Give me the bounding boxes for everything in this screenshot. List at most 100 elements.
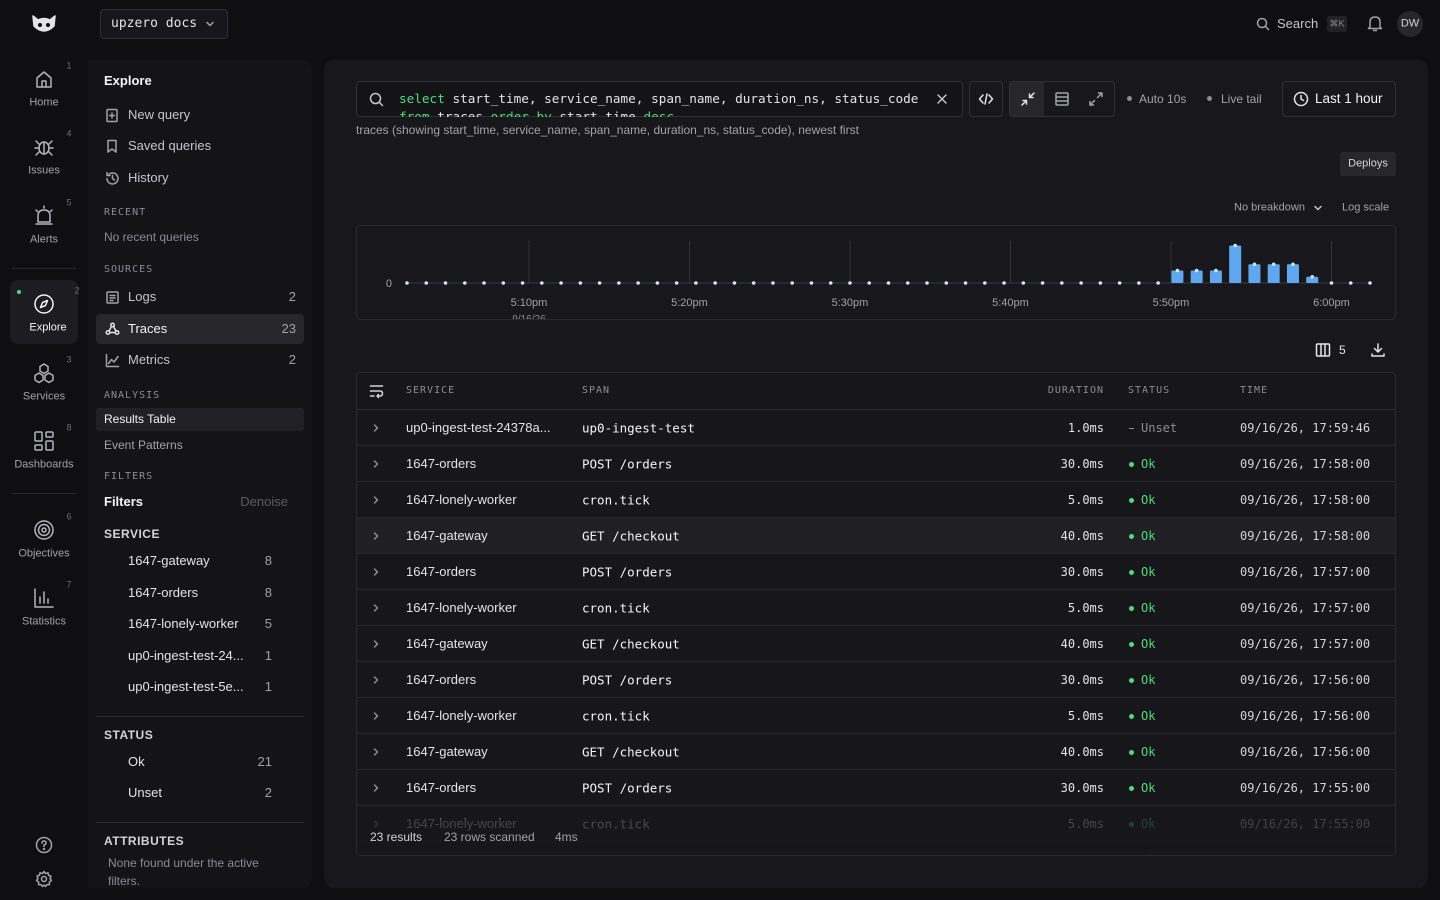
chevron: [205, 19, 215, 29]
span-cell: POST /orders: [582, 673, 672, 688]
duration-cell: 40.0ms: [1061, 637, 1104, 651]
bucket-dot: [983, 281, 987, 285]
nav-label[interactable]: Statistics: [22, 615, 66, 628]
status-cell: Ok: [1141, 565, 1155, 579]
app: upzero docsSearch⌘KDWHome1Issues4Alerts5…: [0, 0, 1440, 900]
sidebar-action[interactable]: Saved queries: [128, 138, 211, 154]
facet-value[interactable]: Ok: [128, 754, 145, 770]
x-tick-label: 5:20pm: [671, 297, 708, 309]
help-icon: [35, 836, 53, 854]
bucket-dot: [540, 281, 544, 285]
column-header[interactable]: SPAN: [582, 385, 610, 397]
column-count[interactable]: 5: [1339, 343, 1346, 357]
facet-value[interactable]: 1647-gateway: [128, 553, 210, 569]
span-cell: POST /orders: [582, 457, 672, 472]
bucket-dot: [1291, 262, 1295, 266]
y-tick-label: 0: [386, 278, 392, 290]
expand-chevron: [371, 711, 381, 721]
time-range: Last 1 hour: [1315, 91, 1383, 107]
status-dot: [1129, 750, 1134, 755]
source-name[interactable]: Logs: [128, 289, 156, 305]
facet-value[interactable]: up0-ingest-test-24...: [128, 648, 244, 664]
span-cell: GET /checkout: [582, 637, 680, 652]
duration-cell: 1.0ms: [1068, 421, 1104, 435]
search-button[interactable]: Search: [1277, 16, 1318, 32]
status-cell: Ok: [1141, 637, 1155, 651]
column-header[interactable]: SERVICE: [406, 385, 455, 397]
facet-value[interactable]: up0-ingest-test-5e...: [128, 679, 244, 695]
source-count: 2: [289, 352, 296, 368]
icon-part: [1090, 93, 1102, 105]
icon-part: [375, 533, 378, 539]
nav-separator: [12, 268, 76, 269]
span-cell: GET /checkout: [582, 745, 680, 760]
results-table: SERVICESPANDURATIONSTATUSTIMEup0-ingest-…: [356, 372, 1396, 856]
nav-shortcut: 6: [66, 512, 71, 523]
facet-value[interactable]: Unset: [128, 785, 162, 801]
sidebar-action[interactable]: History: [128, 170, 168, 186]
span-cell: cron.tick: [582, 601, 650, 616]
sidebar-action[interactable]: New query: [128, 107, 190, 123]
bucket-dot: [790, 281, 794, 285]
service-cell: 1647-orders: [406, 456, 476, 472]
nav-label[interactable]: Services: [23, 390, 65, 403]
status-dot: [1129, 786, 1134, 791]
icon-part: [42, 528, 46, 532]
query-keyword: from: [399, 109, 430, 117]
analysis-item[interactable]: Event Patterns: [104, 438, 183, 452]
icon-part: [35, 432, 42, 441]
download-icon: [1370, 342, 1386, 358]
time-cell: 09/16/26, 17:56:00: [1240, 673, 1370, 687]
live-tail[interactable]: Live tail: [1221, 92, 1262, 106]
duration-cell: 30.0ms: [1061, 565, 1104, 579]
nav-label[interactable]: Alerts: [30, 233, 58, 246]
facet-count: 5: [265, 616, 272, 632]
icon-part: [107, 355, 119, 367]
nav-label[interactable]: Home: [29, 96, 58, 109]
bucket-dot: [405, 281, 409, 285]
service-cell: 1647-orders: [406, 780, 476, 796]
analysis-item[interactable]: Results Table: [104, 412, 176, 426]
time-cell: 09/16/26, 17:57:00: [1240, 637, 1370, 651]
icon-part: [110, 296, 115, 301]
bar: [1287, 264, 1299, 283]
bucket-dot: [1156, 281, 1160, 285]
denoise-toggle[interactable]: Denoise: [240, 494, 288, 510]
service-cell: 1647-lonely-worker: [406, 600, 517, 616]
nav-label[interactable]: Dashboards: [14, 458, 73, 471]
icon-part: [46, 432, 53, 437]
column-header[interactable]: TIME: [1240, 385, 1268, 397]
icon-part: [110, 113, 115, 118]
nav-separator: [12, 493, 76, 494]
expand-chevron: [371, 675, 381, 685]
auto-refresh[interactable]: Auto 10s: [1139, 92, 1186, 106]
source-name[interactable]: Traces: [128, 321, 167, 337]
bucket-dot: [656, 281, 660, 285]
action-icon: [105, 139, 119, 154]
nav-label[interactable]: Explore: [29, 321, 66, 334]
action-icon: [105, 171, 119, 186]
bucket-dot: [925, 281, 929, 285]
breakdown-select[interactable]: No breakdown: [1234, 201, 1305, 214]
time-cell: 09/16/26, 17:55:00: [1240, 781, 1370, 795]
source-name[interactable]: Metrics: [128, 352, 170, 368]
column-header[interactable]: DURATION: [1048, 385, 1104, 397]
sidebar-separator: [96, 822, 304, 823]
sidebar-title: Explore: [104, 73, 152, 89]
empty-note: None found under the active filters.: [108, 854, 278, 890]
logo: [30, 12, 58, 36]
facet-value[interactable]: 1647-orders: [128, 585, 198, 601]
nav-label[interactable]: Objectives: [18, 547, 69, 560]
bucket-dot: [1118, 281, 1122, 285]
icon-part: [42, 81, 46, 87]
facet-count: 8: [265, 553, 272, 569]
expand-chevron: [371, 783, 381, 793]
column-header[interactable]: STATUS: [1128, 385, 1170, 397]
icon-part: [41, 301, 48, 308]
nav-label[interactable]: Issues: [28, 164, 60, 177]
bucket-dot: [867, 281, 871, 285]
x-tick-label: 5:30pm: [832, 297, 869, 309]
bucket-dot: [1310, 275, 1314, 279]
facet-value[interactable]: 1647-lonely-worker: [128, 616, 239, 632]
log-scale-toggle[interactable]: Log scale: [1342, 201, 1389, 214]
